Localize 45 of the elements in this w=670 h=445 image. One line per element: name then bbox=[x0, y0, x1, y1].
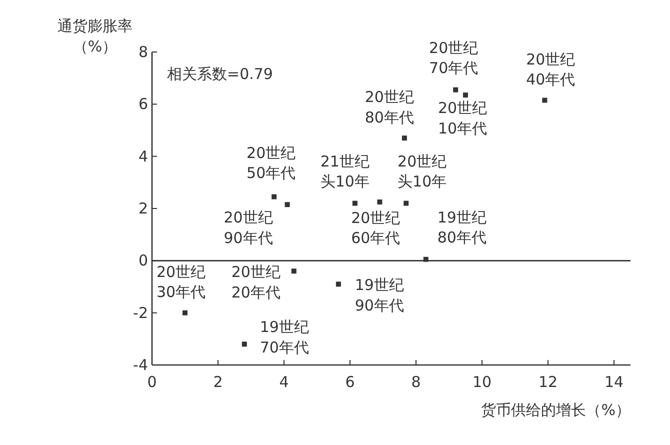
annotation: 20世纪10年代 bbox=[438, 99, 488, 138]
point bbox=[291, 268, 296, 274]
annotation: 21世纪头10年 bbox=[320, 152, 370, 191]
point bbox=[352, 200, 358, 206]
annotation: 20世纪70年代 bbox=[429, 38, 478, 78]
x-tick-label: 6 bbox=[345, 373, 355, 391]
point bbox=[423, 256, 428, 262]
annotation: 相关系数=0.79 bbox=[167, 65, 273, 83]
x-tick-label: 4 bbox=[279, 373, 289, 391]
x-tick-label: 8 bbox=[411, 373, 421, 391]
x-axis-title: 货币供给的增长（%） bbox=[481, 401, 630, 419]
annotation: 19世纪80年代 bbox=[437, 208, 486, 247]
annotation: 19世纪70年代 bbox=[260, 318, 309, 356]
annotation: 20世纪90年代 bbox=[224, 208, 273, 247]
point bbox=[182, 310, 188, 316]
y-axis-title: 通货膨胀率（%） bbox=[58, 17, 132, 56]
point bbox=[284, 202, 290, 208]
point bbox=[542, 98, 548, 103]
annotation: 20世纪30年代 bbox=[156, 262, 206, 302]
annotation: 20世纪60年代 bbox=[351, 208, 400, 248]
x-tick-label: 14 bbox=[604, 373, 624, 391]
point bbox=[404, 200, 409, 206]
annotation: 20世纪80年代 bbox=[364, 88, 414, 126]
y-tick-label: 0 bbox=[138, 252, 148, 270]
y-tick-label: 2 bbox=[138, 200, 148, 218]
point bbox=[272, 194, 277, 200]
x-tick-label: 2 bbox=[213, 373, 223, 391]
y-tick-label: -4 bbox=[133, 356, 148, 374]
y-tick-label: 4 bbox=[138, 147, 148, 166]
annotation: 19世纪90年代 bbox=[354, 276, 404, 314]
annotation: 20世纪40年代 bbox=[526, 50, 576, 89]
point bbox=[242, 342, 247, 347]
x-tick-label: 10 bbox=[472, 373, 492, 391]
y-tick-label: -2 bbox=[133, 304, 148, 322]
point bbox=[402, 136, 407, 141]
point bbox=[377, 199, 382, 204]
y-tick-label: 8 bbox=[138, 43, 148, 61]
point bbox=[453, 87, 458, 92]
x-tick-label: 12 bbox=[538, 373, 558, 391]
point bbox=[463, 92, 468, 98]
y-tick-label: 6 bbox=[138, 95, 148, 114]
annotation: 20世纪50年代 bbox=[246, 144, 296, 182]
point bbox=[336, 282, 341, 287]
annotation: 20世纪头10年 bbox=[398, 152, 447, 191]
annotation: 20世纪20年代 bbox=[231, 263, 280, 302]
